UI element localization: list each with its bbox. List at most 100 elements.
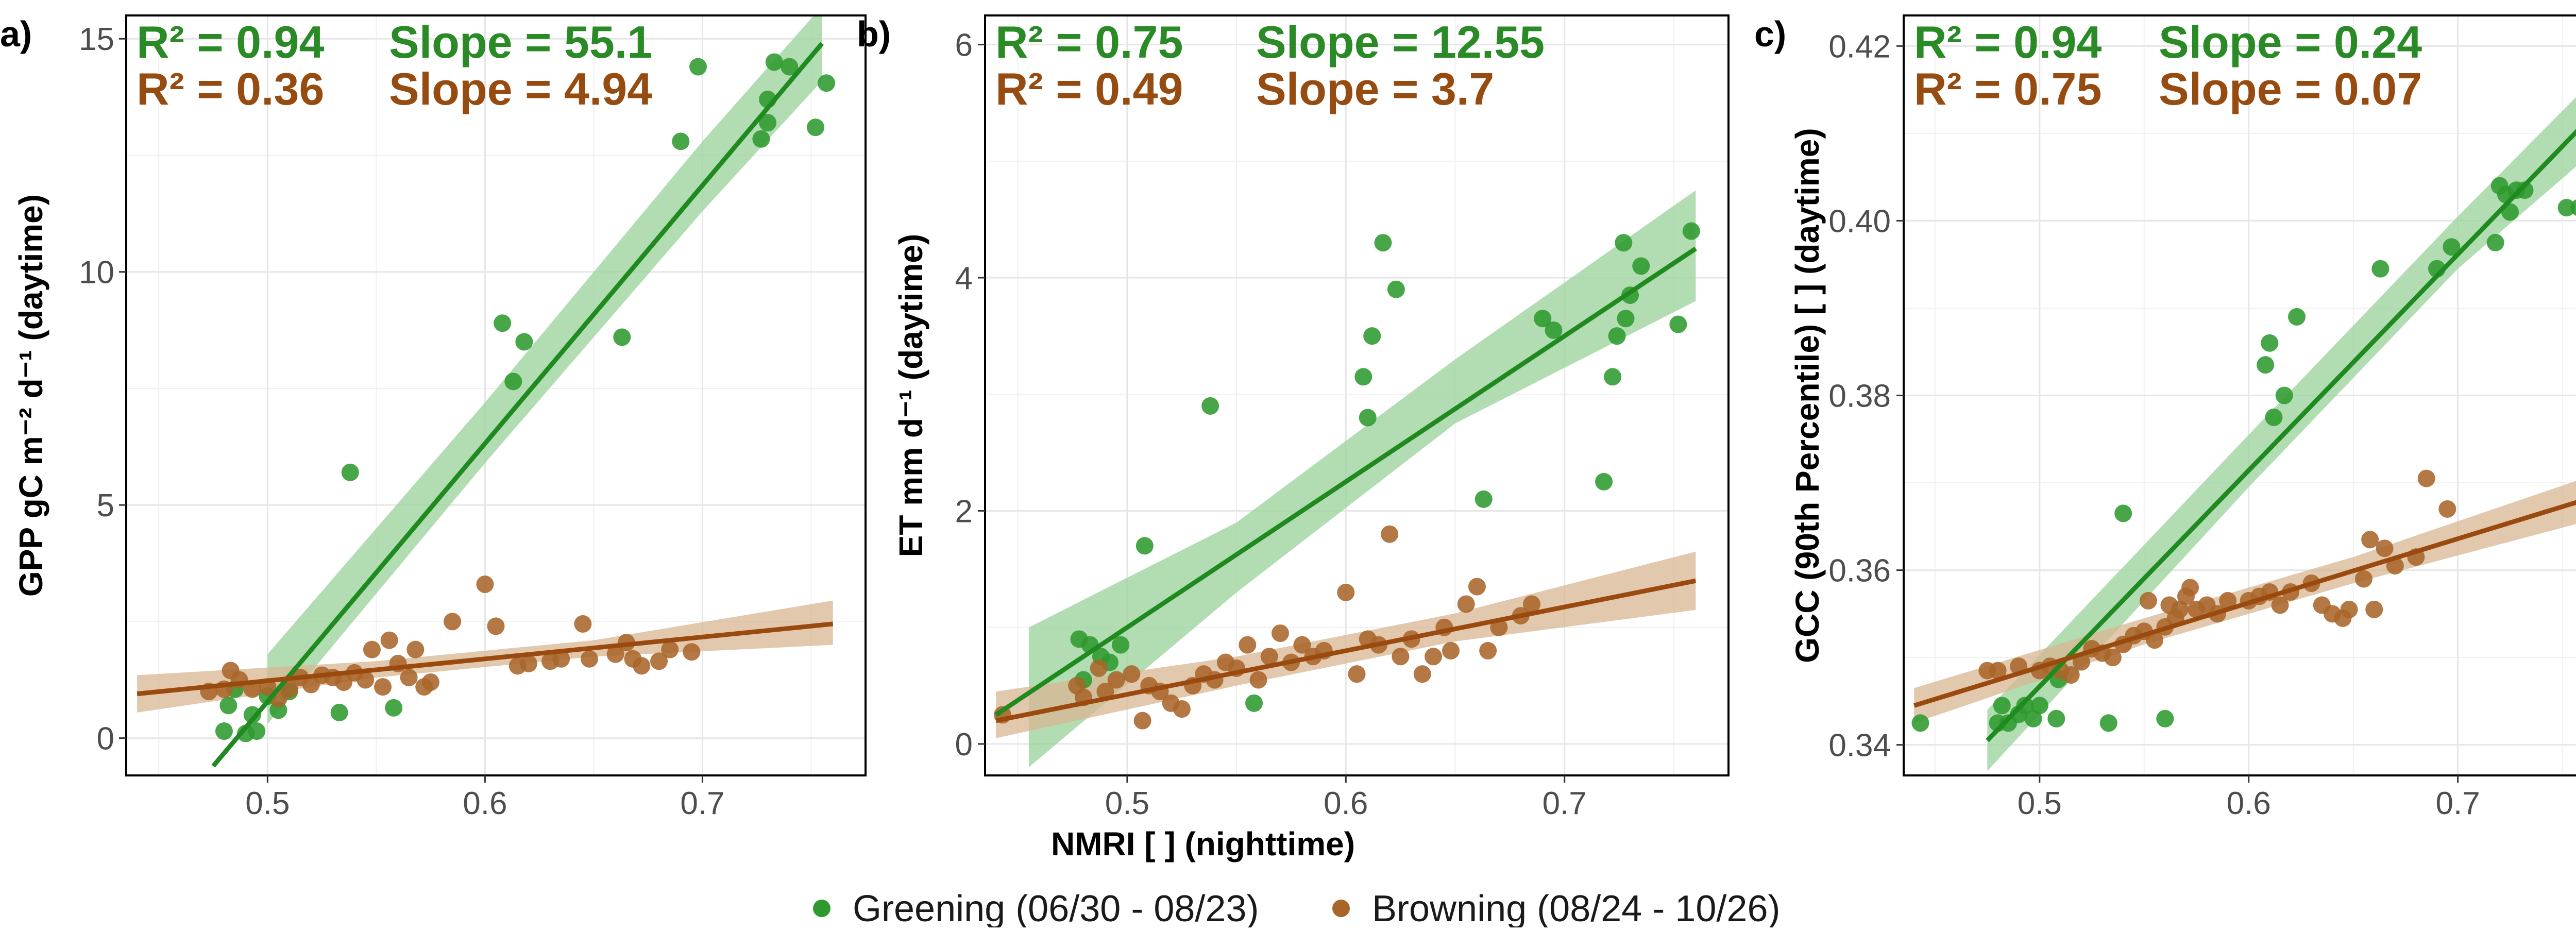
data-point-greening	[1617, 310, 1635, 328]
data-point-browning	[1413, 665, 1431, 683]
data-point-greening	[385, 699, 403, 717]
data-point-browning	[400, 668, 418, 686]
data-point-browning	[552, 650, 570, 668]
y-tick-label: 4	[955, 261, 973, 296]
legend: Greening (06/30 - 08/23) Browning (08/24…	[813, 888, 1780, 929]
x-axis-label: NMRI [ ] (nighttime)	[1051, 825, 1355, 863]
data-point-greening	[341, 463, 359, 481]
y-axis-label: GPP gC m⁻² d⁻¹ (daytime)	[12, 194, 49, 597]
data-point-browning	[633, 657, 651, 675]
data-point-browning	[2062, 666, 2080, 684]
data-point-browning	[1260, 648, 1278, 666]
data-point-greening	[1201, 397, 1219, 415]
data-point-greening	[1136, 537, 1154, 555]
y-tick-label: 0.40	[1828, 204, 1891, 239]
data-point-greening	[1669, 315, 1687, 333]
data-point-browning	[1133, 712, 1151, 730]
data-point-browning	[1457, 595, 1475, 613]
data-point-browning	[1381, 525, 1399, 543]
data-point-browning	[444, 613, 462, 631]
data-point-browning	[2354, 570, 2372, 588]
data-point-browning	[661, 640, 679, 658]
data-point-browning	[1249, 671, 1267, 689]
data-point-greening	[1682, 222, 1700, 240]
data-point-browning	[683, 643, 701, 661]
data-point-greening	[1359, 409, 1377, 427]
y-tick-label: 0	[97, 721, 114, 757]
x-tick-label: 0.7	[1543, 786, 1587, 821]
stat-browning-r2: R² = 0.36	[137, 63, 324, 114]
data-point-greening	[1545, 321, 1563, 339]
x-tick-label: 0.6	[463, 786, 507, 821]
data-point-browning	[1425, 648, 1443, 666]
data-point-browning	[2438, 500, 2456, 518]
data-point-greening	[806, 119, 824, 137]
panel-letter: c)	[1754, 14, 1786, 54]
data-point-browning	[421, 673, 439, 691]
legend-greening-label: Greening (06/30 - 08/23)	[853, 888, 1259, 927]
data-point-browning	[487, 617, 505, 635]
data-point-greening	[818, 74, 836, 92]
data-point-browning	[2181, 579, 2199, 597]
data-point-browning	[363, 640, 381, 658]
data-point-browning	[2139, 591, 2157, 610]
fit-line-greening	[1986, 129, 2576, 742]
data-point-browning	[476, 575, 494, 593]
plot-area	[993, 190, 1700, 768]
x-tick-label: 0.7	[680, 786, 724, 821]
data-point-greening	[2570, 199, 2576, 216]
legend-browning-label: Browning (08/24 - 10/26)	[1372, 888, 1780, 927]
data-point-browning	[374, 678, 392, 696]
chart-panel-1: 0.5 0.6 0.7 0 5 10 15 GPP gC m⁻² d⁻¹ (daytime) a…	[0, 14, 867, 821]
data-point-greening	[515, 333, 533, 351]
data-point-greening	[215, 722, 233, 740]
data-point-greening	[2261, 334, 2279, 352]
y-tick-label: 6	[955, 28, 973, 63]
data-point-browning	[2146, 631, 2164, 649]
data-point-browning	[406, 640, 425, 658]
data-point-greening	[765, 53, 783, 71]
stat-greening-slope: Slope = 55.1	[389, 16, 652, 67]
data-point-greening	[243, 706, 261, 724]
data-point-greening	[2486, 233, 2504, 251]
data-point-browning	[2219, 591, 2237, 610]
plot-frame	[984, 14, 1730, 776]
data-point-greening	[1595, 472, 1613, 491]
data-point-greening	[1993, 697, 2011, 715]
y-tick-label: 0.38	[1828, 379, 1891, 414]
data-point-browning	[519, 654, 537, 672]
data-point-browning	[2171, 600, 2189, 618]
data-point-browning	[1392, 648, 1410, 666]
data-point-browning	[2365, 600, 2383, 618]
data-point-browning	[1479, 641, 1497, 660]
data-point-greening	[2265, 408, 2283, 426]
confidence-band-greening	[1028, 190, 1696, 768]
data-point-greening	[219, 697, 238, 715]
x-tick-label: 0.5	[1105, 786, 1149, 821]
panel-letter: b)	[857, 14, 891, 54]
legend-greening-marker	[813, 900, 831, 917]
stat-browning-r2: R² = 0.49	[995, 63, 1183, 114]
x-tick-label: 0.6	[1324, 786, 1368, 821]
x-tick-label: 0.6	[2227, 786, 2271, 821]
y-tick-label: 10	[79, 255, 114, 291]
data-point-browning	[1173, 700, 1191, 718]
y-tick-label: 5	[97, 488, 114, 523]
data-point-greening	[2557, 198, 2575, 216]
data-point-browning	[1442, 641, 1460, 660]
data-point-browning	[1107, 671, 1125, 689]
data-point-browning	[2271, 596, 2289, 614]
x-tick-label: 0.7	[2435, 786, 2480, 821]
panel-letter: a)	[0, 14, 32, 54]
stat-browning-slope: Slope = 4.94	[389, 63, 652, 114]
data-point-browning	[606, 645, 624, 663]
data-point-browning	[580, 650, 598, 668]
fit-line-greening	[994, 246, 1697, 717]
y-tick-label: 0.34	[1828, 728, 1891, 764]
data-point-greening	[1245, 694, 1263, 712]
data-point-greening	[2288, 308, 2306, 326]
stat-browning-r2: R² = 0.75	[1914, 63, 2102, 114]
data-point-browning	[1468, 578, 1486, 596]
data-point-greening	[2114, 504, 2132, 522]
